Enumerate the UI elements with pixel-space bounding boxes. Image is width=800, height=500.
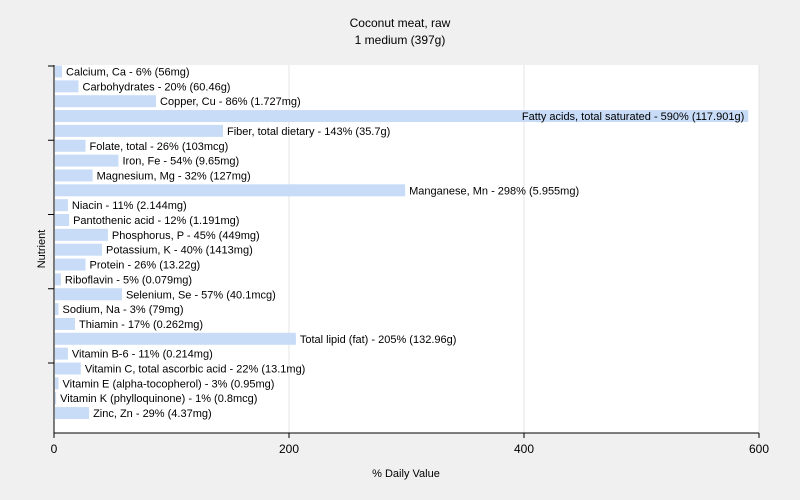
bar-label: Total lipid (fat) - 205% (132.96g): [300, 334, 457, 346]
bar: [55, 199, 68, 212]
bar-label: Vitamin E (alpha-tocopherol) - 3% (0.95m…: [63, 378, 275, 390]
bar-label: Magnesium, Mg - 32% (127mg): [97, 170, 251, 182]
x-axis-label: % Daily Value: [372, 468, 440, 480]
bar: [55, 362, 81, 375]
bar-label: Vitamin K (phylloquinone) - 1% (0.8mcg): [60, 393, 257, 405]
bar: [55, 258, 86, 271]
bar-label: Fatty acids, total saturated - 590% (117…: [522, 111, 744, 123]
chart-title: Coconut meat, raw: [350, 16, 451, 30]
bar-label: Niacin - 11% (2.144mg): [72, 200, 187, 212]
x-tick-label: 200: [279, 442, 299, 456]
bar: [55, 214, 70, 226]
bar: [55, 243, 102, 256]
bar: [55, 139, 86, 152]
bar: [55, 273, 61, 286]
bar-label: Carbohydrates - 20% (60.46g): [83, 81, 231, 93]
bar-label: Phosphorus, P - 45% (449mg): [112, 230, 260, 242]
bar-label: Selenium, Se - 57% (40.1mcg): [126, 289, 276, 301]
bar: [55, 303, 59, 316]
bar: [55, 184, 406, 197]
bar-label: Vitamin B-6 - 11% (0.214mg): [72, 349, 213, 361]
bar-label: Calcium, Ca - 6% (56mg): [66, 67, 189, 79]
bar-label: Iron, Fe - 54% (9.65mg): [122, 156, 239, 168]
bar: [55, 288, 122, 301]
y-axis-label: Nutrient: [36, 230, 48, 269]
bar-label: Sodium, Na - 3% (79mg): [63, 304, 184, 316]
bar: [55, 169, 93, 182]
bar: [55, 392, 57, 405]
bar: [55, 110, 749, 123]
bar-label: Pantothenic acid - 12% (1.191mg): [73, 215, 239, 227]
bar-label: Potassium, K - 40% (1413mg): [106, 245, 253, 257]
bar-label: Fiber, total dietary - 143% (35.7g): [227, 126, 390, 138]
x-ticks: 0 200 400 600: [51, 433, 769, 456]
bar: [55, 65, 63, 78]
bar-label: Riboflavin - 5% (0.079mg): [65, 274, 192, 286]
bar: [55, 154, 119, 167]
bars: [55, 65, 749, 420]
chart-subtitle: 1 medium (397g): [355, 33, 446, 47]
bar-label: Copper, Cu - 86% (1.727mg): [160, 96, 301, 108]
x-tick-label: 0: [51, 442, 58, 456]
bar-label: Protein - 26% (13.22g): [90, 260, 201, 272]
bar: [55, 228, 108, 241]
x-tick-label: 400: [514, 442, 534, 456]
bar-label: Zinc, Zn - 29% (4.37mg): [93, 408, 212, 420]
bar: [55, 124, 224, 137]
bar: [55, 407, 90, 420]
bar: [55, 347, 68, 360]
bar: [55, 332, 296, 345]
bar: [55, 95, 157, 108]
bar-labels: Calcium, Ca - 6% (56mg) Carbohydrates - 2…: [60, 67, 744, 421]
bar-label: Folate, total - 26% (103mcg): [90, 141, 229, 153]
bar: [55, 377, 59, 390]
bar-label: Thiamin - 17% (0.262mg): [79, 319, 203, 331]
bar-label: Vitamin C, total ascorbic acid - 22% (13…: [85, 364, 306, 376]
x-tick-label: 600: [749, 442, 769, 456]
grid: [288, 65, 760, 433]
bar-label: Manganese, Mn - 298% (5.955mg): [409, 185, 579, 197]
bar: [55, 317, 75, 330]
bar: [55, 80, 79, 93]
y-ticks: [48, 65, 54, 364]
